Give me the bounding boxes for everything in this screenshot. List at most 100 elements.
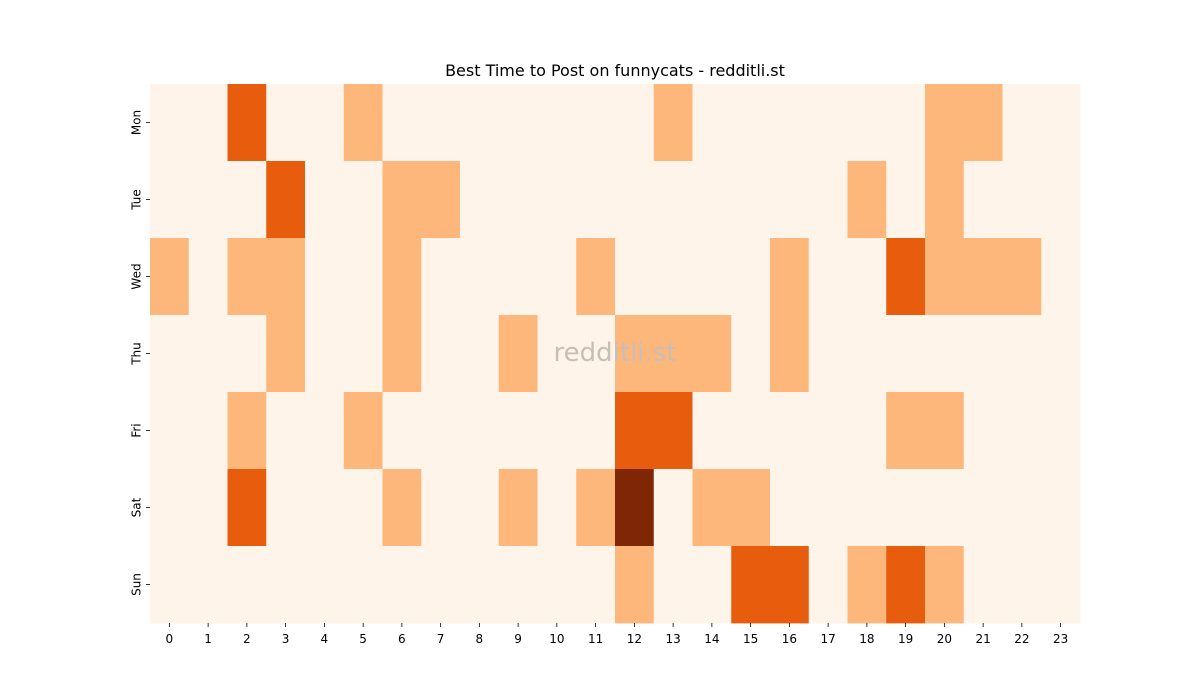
heatmap-cell-sat-6 xyxy=(382,469,422,547)
heatmap-cell-wed-19 xyxy=(886,238,926,316)
heatmap-cell-sun-4 xyxy=(305,546,345,624)
heatmap-cell-sun-18 xyxy=(847,546,887,624)
heatmap-cell-thu-1 xyxy=(188,315,228,393)
heatmap-cell-thu-13 xyxy=(653,315,693,393)
x-tick-label: 2 xyxy=(243,632,251,646)
heatmap-cell-mon-12 xyxy=(615,84,655,162)
x-tick-label: 4 xyxy=(321,632,329,646)
heatmap-cell-wed-8 xyxy=(460,238,500,316)
heatmap-cell-thu-19 xyxy=(886,315,926,393)
heatmap-cell-tue-0 xyxy=(150,161,190,239)
heatmap-cell-mon-23 xyxy=(1041,84,1081,162)
y-tick-label: Mon xyxy=(130,110,144,135)
heatmap-cell-tue-9 xyxy=(498,161,538,239)
heatmap-cell-wed-5 xyxy=(343,238,383,316)
heatmap-cell-mon-20 xyxy=(925,84,965,162)
heatmap-cell-tue-23 xyxy=(1041,161,1081,239)
heatmap-cell-tue-12 xyxy=(615,161,655,239)
heatmap-cell-fri-22 xyxy=(1002,392,1042,470)
heatmap-cell-wed-22 xyxy=(1002,238,1042,316)
x-tick-label: 1 xyxy=(204,632,212,646)
heatmap-cell-thu-18 xyxy=(847,315,887,393)
x-tick-label: 16 xyxy=(782,632,797,646)
heatmap-cell-mon-4 xyxy=(305,84,345,162)
x-tick-label: 13 xyxy=(665,632,680,646)
heatmap-cell-thu-23 xyxy=(1041,315,1081,393)
heatmap-cell-tue-2 xyxy=(227,161,267,239)
heatmap-cell-sat-22 xyxy=(1002,469,1042,547)
heatmap-cell-tue-13 xyxy=(653,161,693,239)
heatmap-cell-sat-7 xyxy=(421,469,461,547)
heatmap-cell-sat-20 xyxy=(925,469,965,547)
heatmap-cells xyxy=(150,84,1081,624)
heatmap-cell-fri-13 xyxy=(653,392,693,470)
heatmap-cell-wed-17 xyxy=(808,238,848,316)
x-tick-label: 6 xyxy=(398,632,406,646)
heatmap-cell-thu-15 xyxy=(731,315,771,393)
heatmap-cell-thu-14 xyxy=(692,315,732,393)
heatmap-cell-fri-0 xyxy=(150,392,190,470)
heatmap-cell-tue-17 xyxy=(808,161,848,239)
x-tick-label: 23 xyxy=(1053,632,1068,646)
heatmap-cell-sat-2 xyxy=(227,469,267,547)
heatmap-cell-sun-12 xyxy=(615,546,655,624)
y-tick-label: Wed xyxy=(130,263,144,289)
heatmap-cell-tue-18 xyxy=(847,161,887,239)
heatmap-cell-thu-21 xyxy=(963,315,1003,393)
heatmap-cell-sat-15 xyxy=(731,469,771,547)
heatmap-cell-sat-9 xyxy=(498,469,538,547)
heatmap-cell-mon-19 xyxy=(886,84,926,162)
heatmap-cell-fri-6 xyxy=(382,392,422,470)
heatmap-cell-tue-14 xyxy=(692,161,732,239)
heatmap-cell-sun-22 xyxy=(1002,546,1042,624)
heatmap-cell-mon-7 xyxy=(421,84,461,162)
heatmap-cell-wed-10 xyxy=(537,238,577,316)
heatmap-cell-fri-18 xyxy=(847,392,887,470)
heatmap-cell-sun-14 xyxy=(692,546,732,624)
heatmap-cell-sun-15 xyxy=(731,546,771,624)
heatmap-cell-sat-3 xyxy=(266,469,306,547)
heatmap-cell-sun-16 xyxy=(770,546,810,624)
x-tick-label: 10 xyxy=(549,632,564,646)
heatmap-cell-mon-8 xyxy=(460,84,500,162)
heatmap-cell-wed-14 xyxy=(692,238,732,316)
heatmap-cell-thu-2 xyxy=(227,315,267,393)
heatmap-cell-thu-17 xyxy=(808,315,848,393)
y-axis: Mon Tue Wed Thu Fri Sat Sun xyxy=(130,110,150,596)
heatmap-cell-tue-10 xyxy=(537,161,577,239)
heatmap-cell-sun-1 xyxy=(188,546,228,624)
heatmap-cell-sat-0 xyxy=(150,469,190,547)
heatmap-cell-thu-7 xyxy=(421,315,461,393)
x-tick-label: 3 xyxy=(282,632,290,646)
heatmap-cell-sat-19 xyxy=(886,469,926,547)
heatmap-cell-mon-2 xyxy=(227,84,267,162)
heatmap-cell-mon-14 xyxy=(692,84,732,162)
heatmap-cell-sat-4 xyxy=(305,469,345,547)
heatmap-cell-mon-18 xyxy=(847,84,887,162)
heatmap-cell-sat-23 xyxy=(1041,469,1081,547)
heatmap-cell-wed-16 xyxy=(770,238,810,316)
heatmap-cell-mon-10 xyxy=(537,84,577,162)
heatmap-cell-fri-10 xyxy=(537,392,577,470)
heatmap-cell-fri-11 xyxy=(576,392,616,470)
x-tick-label: 22 xyxy=(1014,632,1029,646)
heatmap-cell-tue-6 xyxy=(382,161,422,239)
heatmap-cell-sun-10 xyxy=(537,546,577,624)
heatmap-cell-thu-10 xyxy=(537,315,577,393)
heatmap-cell-thu-6 xyxy=(382,315,422,393)
heatmap-cell-wed-0 xyxy=(150,238,190,316)
heatmap-cell-fri-8 xyxy=(460,392,500,470)
heatmap-cell-wed-11 xyxy=(576,238,616,316)
heatmap-cell-fri-2 xyxy=(227,392,267,470)
heatmap-cell-wed-23 xyxy=(1041,238,1081,316)
heatmap-cell-tue-5 xyxy=(343,161,383,239)
heatmap-cell-mon-9 xyxy=(498,84,538,162)
heatmap-cell-mon-11 xyxy=(576,84,616,162)
watermark: redditli.st xyxy=(554,338,677,368)
heatmap-cell-fri-21 xyxy=(963,392,1003,470)
x-tick-label: 19 xyxy=(898,632,913,646)
heatmap-cell-sun-17 xyxy=(808,546,848,624)
heatmap-cell-thu-20 xyxy=(925,315,965,393)
heatmap-cell-sun-0 xyxy=(150,546,190,624)
